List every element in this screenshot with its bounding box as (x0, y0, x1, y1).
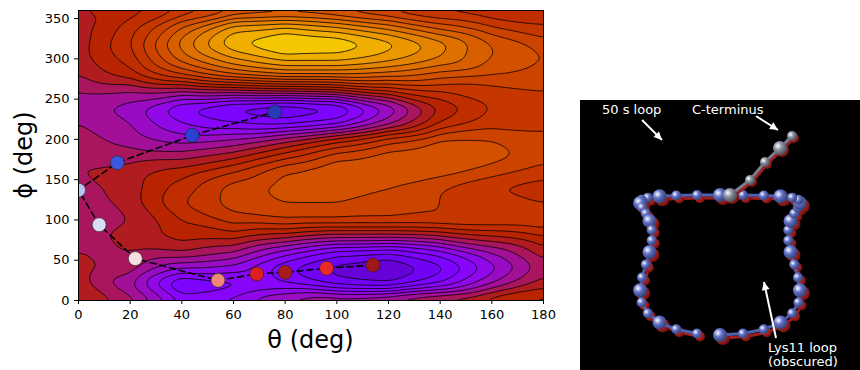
svg-text:350: 350 (45, 11, 70, 26)
svg-text:160: 160 (479, 307, 504, 322)
svg-text:300: 300 (45, 51, 70, 66)
svg-text:200: 200 (45, 132, 70, 147)
svg-text:50: 50 (53, 252, 70, 267)
svg-text:Lys11 loop: Lys11 loop (768, 340, 837, 355)
svg-text:40: 40 (174, 307, 191, 322)
svg-text:50 s loop: 50 s loop (602, 102, 661, 117)
svg-text:0: 0 (61, 293, 69, 308)
svg-text:120: 120 (376, 307, 401, 322)
svg-text:80: 80 (277, 307, 294, 322)
svg-text:60: 60 (225, 307, 242, 322)
html-text:θ (deg): θ (deg) (267, 326, 354, 354)
svg-text:250: 250 (45, 91, 70, 106)
svg-text:140: 140 (428, 307, 453, 322)
svg-text:20: 20 (122, 307, 139, 322)
svg-text:150: 150 (45, 172, 70, 187)
svg-text:100: 100 (324, 307, 349, 322)
svg-text:180: 180 (531, 307, 556, 322)
svg-text:100: 100 (45, 212, 70, 227)
svg-text:(obscured): (obscured) (768, 354, 838, 369)
svg-text:0: 0 (74, 307, 82, 322)
html-text:ϕ (deg): ϕ (deg) (10, 111, 38, 199)
svg-text:C-terminus: C-terminus (692, 102, 764, 117)
